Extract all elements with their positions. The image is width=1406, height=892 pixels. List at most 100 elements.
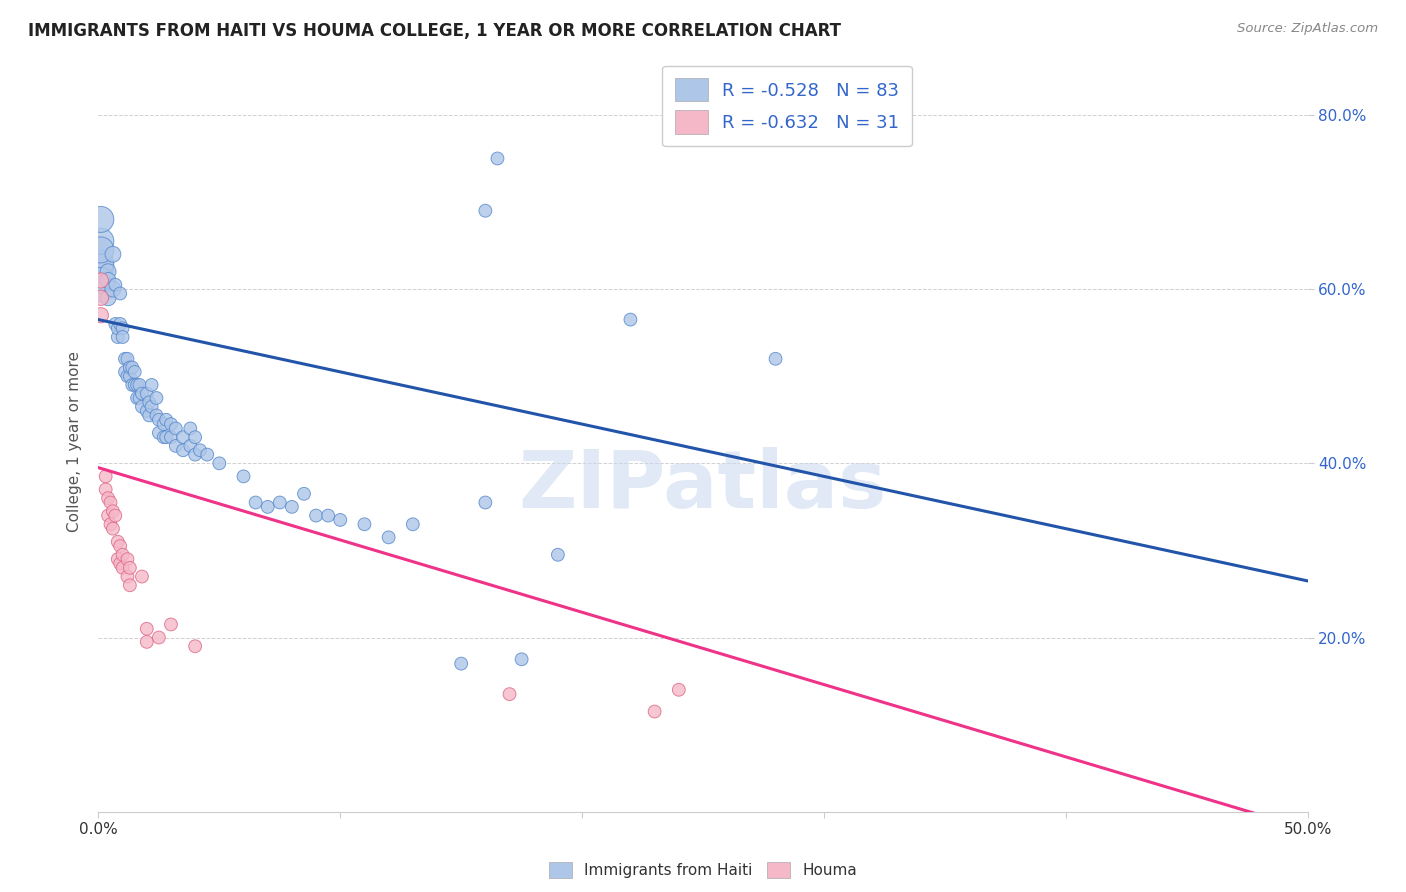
Point [329, 513, 352, 527]
Point [90, 291, 112, 305]
Text: ZIPatlas: ZIPatlas [519, 447, 887, 525]
Point [305, 508, 328, 523]
Point [184, 448, 207, 462]
Point [117, 369, 139, 384]
Point [232, 469, 254, 483]
Text: IMMIGRANTS FROM HAITI VS HOUMA COLLEGE, 1 YEAR OR MORE CORRELATION CHART: IMMIGRANTS FROM HAITI VS HOUMA COLLEGE, … [28, 22, 841, 40]
Point [97, 508, 120, 523]
Point [97, 491, 120, 505]
Point [121, 378, 143, 392]
Point [486, 152, 509, 166]
Point [97, 265, 120, 279]
Point [101, 504, 124, 518]
Point [135, 635, 157, 649]
Point [107, 552, 129, 566]
Point [101, 522, 124, 536]
Point [131, 400, 153, 414]
Point [292, 487, 315, 501]
Point [208, 456, 231, 470]
Point [118, 578, 141, 592]
Point [145, 391, 167, 405]
Point [107, 534, 129, 549]
Point [160, 430, 183, 444]
Point [148, 631, 170, 645]
Point [128, 391, 150, 405]
Point [155, 430, 177, 444]
Point [118, 561, 141, 575]
Point [108, 539, 131, 553]
Point [127, 378, 149, 392]
Point [124, 378, 146, 392]
Point [165, 439, 187, 453]
Point [108, 317, 131, 331]
Point [90, 282, 112, 296]
Point [145, 409, 167, 423]
Point [644, 705, 666, 719]
Point [377, 530, 399, 544]
Point [114, 351, 136, 366]
Point [155, 413, 177, 427]
Point [179, 439, 201, 453]
Point [100, 517, 122, 532]
Point [104, 317, 127, 331]
Point [100, 495, 122, 509]
Point [152, 417, 174, 431]
Point [148, 425, 170, 440]
Point [90, 308, 112, 322]
Point [765, 351, 787, 366]
Point [256, 500, 278, 514]
Point [402, 517, 425, 532]
Point [114, 365, 136, 379]
Point [111, 321, 134, 335]
Point [118, 360, 141, 375]
Point [269, 495, 291, 509]
Point [160, 617, 183, 632]
Legend: Immigrants from Haiti, Houma: Immigrants from Haiti, Houma [543, 856, 863, 884]
Point [90, 260, 112, 275]
Point [90, 273, 112, 287]
Point [90, 273, 112, 287]
Point [131, 386, 153, 401]
Point [188, 443, 211, 458]
Point [97, 273, 120, 287]
Point [474, 203, 496, 218]
Point [179, 421, 201, 435]
Point [668, 682, 690, 697]
Point [172, 430, 194, 444]
Point [117, 569, 139, 583]
Point [90, 243, 112, 257]
Point [141, 400, 163, 414]
Point [450, 657, 472, 671]
Legend: R = -0.528   N = 83, R = -0.632   N = 31: R = -0.528 N = 83, R = -0.632 N = 31 [662, 66, 911, 146]
Point [94, 469, 117, 483]
Point [316, 508, 339, 523]
Point [104, 277, 127, 292]
Y-axis label: College, 1 year or more: College, 1 year or more [67, 351, 83, 532]
Point [111, 561, 134, 575]
Point [117, 552, 139, 566]
Point [172, 443, 194, 458]
Point [152, 430, 174, 444]
Point [281, 500, 304, 514]
Point [97, 291, 120, 305]
Point [184, 639, 207, 653]
Point [107, 330, 129, 344]
Point [90, 256, 112, 270]
Point [135, 386, 157, 401]
Point [104, 508, 127, 523]
Point [135, 622, 157, 636]
Point [101, 247, 124, 261]
Point [165, 421, 187, 435]
Point [108, 557, 131, 571]
Point [124, 365, 146, 379]
Point [510, 652, 533, 666]
Point [94, 483, 117, 497]
Point [121, 360, 143, 375]
Point [90, 212, 112, 227]
Point [107, 321, 129, 335]
Point [131, 569, 153, 583]
Point [184, 430, 207, 444]
Point [195, 448, 218, 462]
Point [138, 409, 160, 423]
Point [141, 378, 163, 392]
